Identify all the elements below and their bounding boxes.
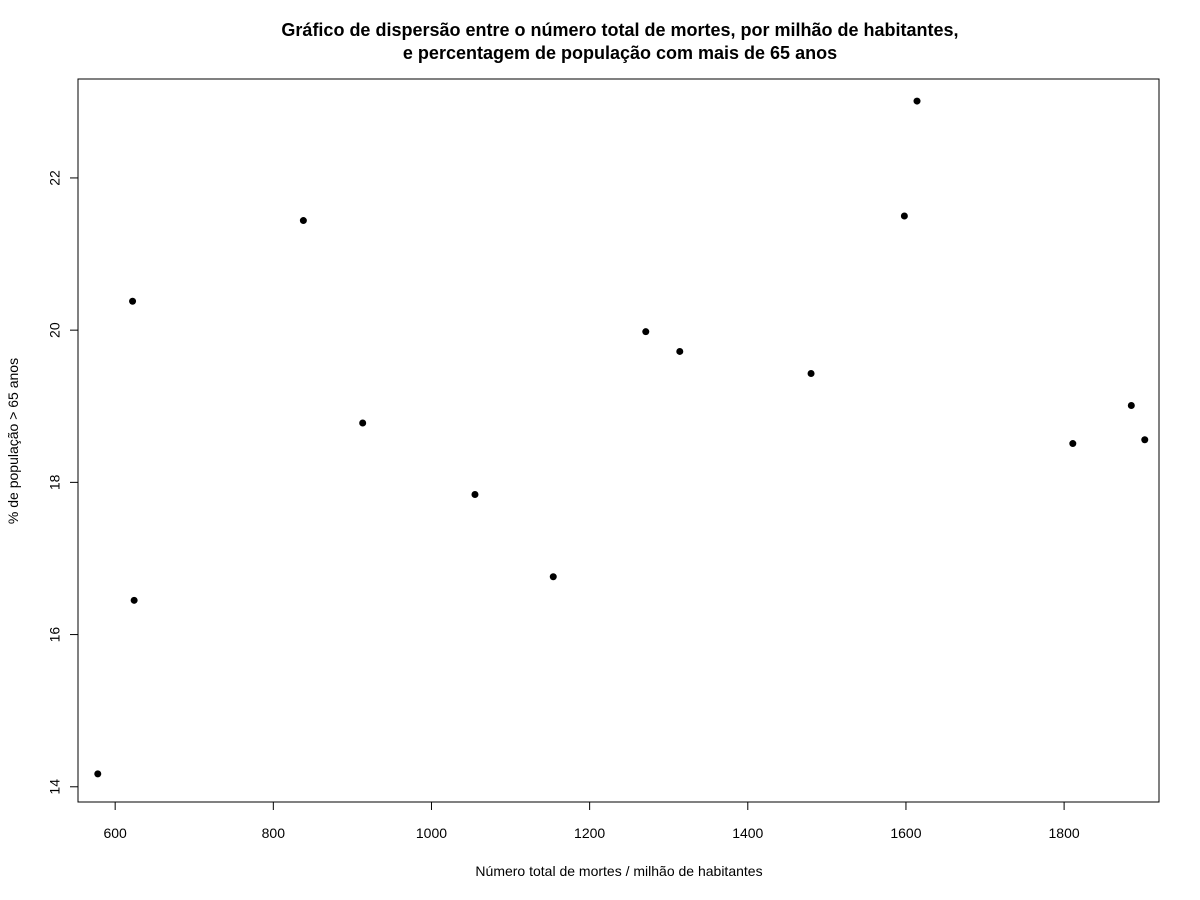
chart-title-line-2: e percentagem de população com mais de 6… [403, 43, 837, 63]
y-axis-label: % de população > 65 anos [5, 358, 21, 524]
data-point [913, 97, 921, 105]
data-point [1141, 436, 1149, 444]
y-tick-label: 22 [47, 170, 63, 186]
x-tick-label: 1600 [890, 825, 921, 841]
data-point [1069, 440, 1077, 448]
data-point [299, 217, 307, 225]
data-point [359, 419, 367, 427]
y-tick-label: 18 [47, 474, 63, 490]
y-tick-label: 20 [47, 322, 63, 338]
data-point [1127, 401, 1135, 409]
data-point [807, 370, 815, 378]
data-point [129, 297, 137, 305]
data-point [94, 770, 102, 778]
y-tick-label: 16 [47, 627, 63, 643]
x-tick-label: 1800 [1049, 825, 1080, 841]
data-point [900, 212, 908, 220]
data-point [549, 573, 557, 581]
x-tick-label: 1000 [416, 825, 447, 841]
data-point [642, 328, 650, 336]
y-axis: 14 16 18 20 22 [47, 170, 79, 795]
x-tick-label: 600 [103, 825, 127, 841]
x-tick-label: 1200 [574, 825, 605, 841]
x-axis-label: Número total de mortes / milhão de habit… [475, 863, 762, 879]
chart-title-line-1: Gráfico de dispersão entre o número tota… [281, 20, 958, 40]
data-points [94, 97, 1149, 778]
data-point [471, 491, 479, 499]
plot-frame [77, 78, 1160, 803]
data-point [676, 347, 684, 355]
y-tick-label: 14 [47, 779, 63, 795]
x-tick-label: 1400 [732, 825, 763, 841]
x-tick-label: 800 [262, 825, 286, 841]
data-point [130, 596, 138, 604]
x-axis: 600 800 1000 1200 1400 1600 1800 [103, 801, 1080, 841]
